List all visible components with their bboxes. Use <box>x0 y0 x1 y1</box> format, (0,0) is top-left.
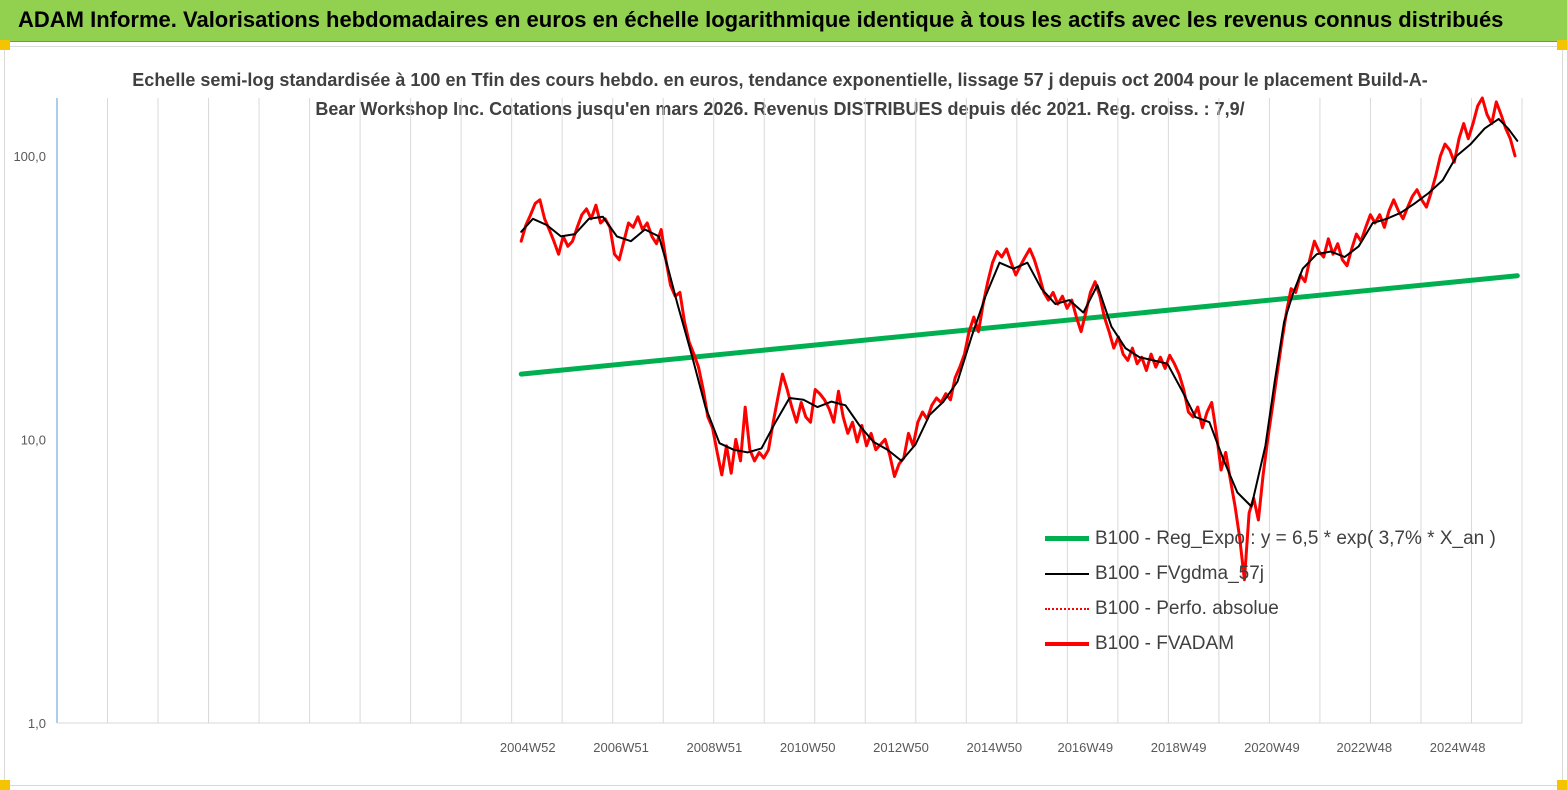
legend-item: B100 - Perfo. absolue <box>1045 591 1515 626</box>
frame-corner-top-left <box>0 40 10 50</box>
legend-item: B100 - FVgdma_57j <box>1045 556 1515 591</box>
y-tick-label: 10,0 <box>21 432 46 447</box>
legend-label: B100 - FVADAM <box>1095 632 1235 654</box>
x-tick-label: 2022W48 <box>1336 740 1392 755</box>
chart-legend: B100 - Reg_Expo : y = 6,5 * exp( 3,7% * … <box>1045 521 1515 661</box>
legend-swatch <box>1045 641 1089 646</box>
x-tick-label: 2024W48 <box>1430 740 1486 755</box>
x-tick-label: 2010W50 <box>780 740 836 755</box>
chart-frame <box>4 46 1563 786</box>
series-line-3 <box>519 96 1517 582</box>
legend-label: B100 - Reg_Expo : y = 6,5 * exp( 3,7% * … <box>1095 527 1496 549</box>
frame-corner-top-right <box>1557 40 1567 50</box>
x-tick-label: 2014W50 <box>966 740 1022 755</box>
y-tick-label: 100,0 <box>13 149 46 164</box>
legend-item: B100 - FVADAM <box>1045 626 1515 661</box>
legend-item: B100 - Reg_Expo : y = 6,5 * exp( 3,7% * … <box>1045 521 1515 556</box>
x-tick-label: 2016W49 <box>1057 740 1113 755</box>
y-tick-label: 1,0 <box>28 716 46 731</box>
x-tick-label: 2006W51 <box>593 740 649 755</box>
x-tick-label: 2018W49 <box>1151 740 1207 755</box>
series-line-1 <box>520 117 1519 508</box>
x-tick-label: 2008W51 <box>687 740 743 755</box>
x-tick-label: 2020W49 <box>1244 740 1300 755</box>
frame-corner-bottom-right <box>1557 780 1567 790</box>
legend-label: B100 - FVgdma_57j <box>1095 562 1264 584</box>
frame-corner-bottom-left <box>0 780 10 790</box>
chart-title: Echelle semi-log standardisée à 100 en T… <box>132 70 1428 119</box>
legend-swatch <box>1045 607 1089 610</box>
x-tick-label: 2004W52 <box>500 740 556 755</box>
report-banner: ADAM Informe. Valorisations hebdomadaire… <box>0 0 1567 42</box>
legend-swatch <box>1045 536 1089 541</box>
legend-label: B100 - Perfo. absolue <box>1095 597 1279 619</box>
report-title: ADAM Informe. Valorisations hebdomadaire… <box>18 7 1504 32</box>
legend-swatch <box>1045 572 1089 575</box>
series-line-0 <box>518 273 1520 377</box>
x-tick-label: 2012W50 <box>873 740 929 755</box>
